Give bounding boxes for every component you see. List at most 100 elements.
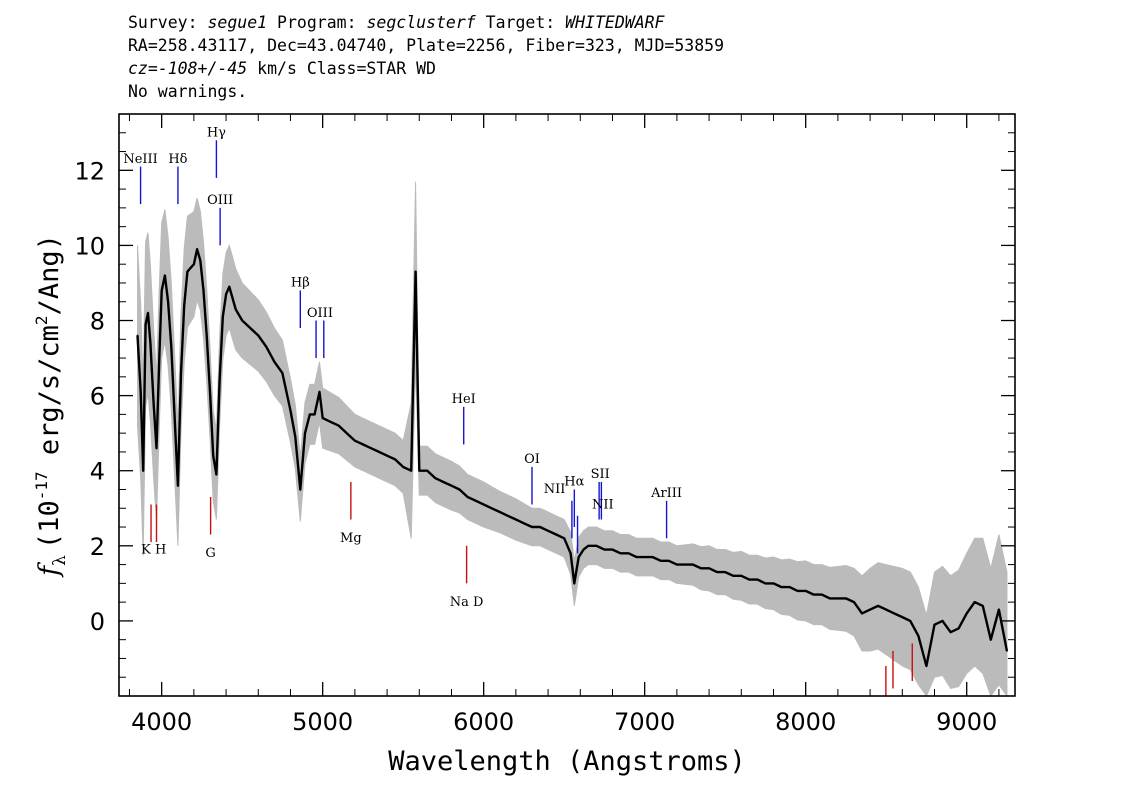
flux-point — [167, 300, 170, 303]
flux-point — [209, 391, 211, 393]
x-tick-label: 7000 — [614, 708, 675, 736]
flux-point — [164, 274, 166, 277]
flux-point — [299, 488, 302, 491]
program-label: Program: — [277, 13, 357, 32]
flux-point — [329, 421, 332, 423]
flux-point — [732, 574, 735, 577]
flux-point — [394, 458, 396, 461]
flux-point — [820, 593, 823, 596]
flux-point — [186, 270, 189, 273]
flux-point — [861, 612, 863, 615]
flux-point — [370, 447, 372, 450]
flux-point — [474, 499, 477, 502]
y-tick-label: 0 — [90, 608, 105, 636]
flux-point — [515, 518, 517, 521]
flux-point — [756, 578, 759, 581]
flux-point — [893, 612, 896, 615]
flux-point — [199, 259, 202, 262]
flux-point — [414, 270, 417, 273]
flux-point — [212, 454, 215, 457]
flux-point — [228, 285, 231, 288]
flux-point — [531, 526, 533, 528]
flux-series-layer — [136, 247, 1009, 668]
spectral-line-label: NII — [592, 497, 614, 512]
y-axis-symbol-sub: λ — [50, 555, 70, 566]
flux-point — [149, 342, 152, 344]
y-tick-label: 10 — [74, 232, 105, 260]
y-tick-label: 6 — [90, 383, 105, 411]
flux-point — [221, 315, 224, 318]
header-line-survey: Survey: segue1 Program: segclusterf Targ… — [128, 11, 1028, 34]
spectral-line-label: Hα — [564, 475, 584, 490]
flux-point — [885, 608, 888, 611]
flux-point — [957, 627, 960, 630]
spectral-line-label: OIII — [307, 306, 333, 321]
flux-point — [490, 507, 493, 510]
flux-point — [582, 548, 585, 551]
flux-point — [144, 323, 147, 326]
flux-point — [142, 469, 145, 472]
flux-point — [466, 496, 469, 498]
flux-point — [362, 443, 364, 446]
x-tick-label: 9000 — [936, 708, 997, 736]
flux-point — [523, 522, 525, 525]
spectral-line-label: NeIII — [123, 152, 157, 167]
flux-point — [241, 319, 244, 322]
flux-point — [442, 481, 445, 483]
spectral-lines-layer — [139, 140, 913, 696]
flux-point — [378, 451, 380, 453]
spectral-line-label: ArIII — [650, 486, 682, 501]
flux-point — [173, 413, 176, 416]
flux-point — [180, 372, 182, 374]
flux-point — [989, 638, 992, 641]
flux-point — [764, 582, 767, 585]
flux-point — [651, 556, 654, 558]
flux-point — [450, 484, 453, 487]
flux-point — [973, 601, 976, 603]
header-line-redshift: cz=-108+/-45 km/s Class=STAR WD — [128, 57, 1028, 80]
y-axis-exp1: -17 — [32, 471, 51, 500]
header-line-warnings: No warnings. — [128, 82, 248, 101]
flux-point — [700, 567, 702, 570]
flux-point — [458, 488, 461, 491]
spectral-line-label: SII — [591, 467, 610, 482]
flux-point — [619, 552, 622, 555]
spectral-line-label: Hβ — [291, 276, 310, 291]
flux-point — [909, 620, 912, 622]
flux-point — [901, 616, 904, 618]
flux-point — [780, 586, 783, 588]
flux-point — [845, 597, 847, 600]
spectrum-header: Survey: segue1 Program: segclusterf Targ… — [128, 11, 1028, 103]
flux-point — [788, 586, 791, 588]
flux-point — [941, 620, 944, 622]
survey-value: segue1 — [207, 13, 268, 32]
cz-rest: km/s Class=STAR WD — [257, 59, 436, 78]
flux-point — [643, 556, 646, 558]
flux-point — [308, 413, 311, 416]
flux-point — [611, 548, 614, 551]
error-band-layer — [137, 181, 1008, 698]
flux-point — [234, 308, 237, 311]
flux-point — [577, 556, 580, 558]
cz-value: -108+/-45 — [157, 59, 248, 78]
flux-point — [205, 334, 208, 337]
flux-point — [877, 605, 879, 607]
flux-point — [603, 548, 606, 551]
flux-point — [354, 439, 356, 442]
flux-point — [218, 379, 221, 382]
flux-point — [1006, 650, 1008, 652]
header-line-coords: RA=258.43117, Dec=43.04740, Plate=2256, … — [128, 36, 725, 55]
flux-point — [183, 304, 186, 307]
spectral-line-label: HeI — [452, 392, 476, 407]
flux-point — [740, 574, 743, 577]
flux-point — [796, 590, 799, 592]
y-axis-suffix: /Ang) — [34, 234, 65, 315]
flux-point — [635, 556, 638, 558]
flux-point — [418, 469, 421, 472]
flux-point — [998, 608, 1000, 611]
flux-point — [281, 372, 284, 374]
flux-point — [410, 469, 413, 472]
flux-point — [667, 559, 670, 562]
flux-point — [812, 593, 815, 596]
flux-point — [289, 409, 292, 412]
